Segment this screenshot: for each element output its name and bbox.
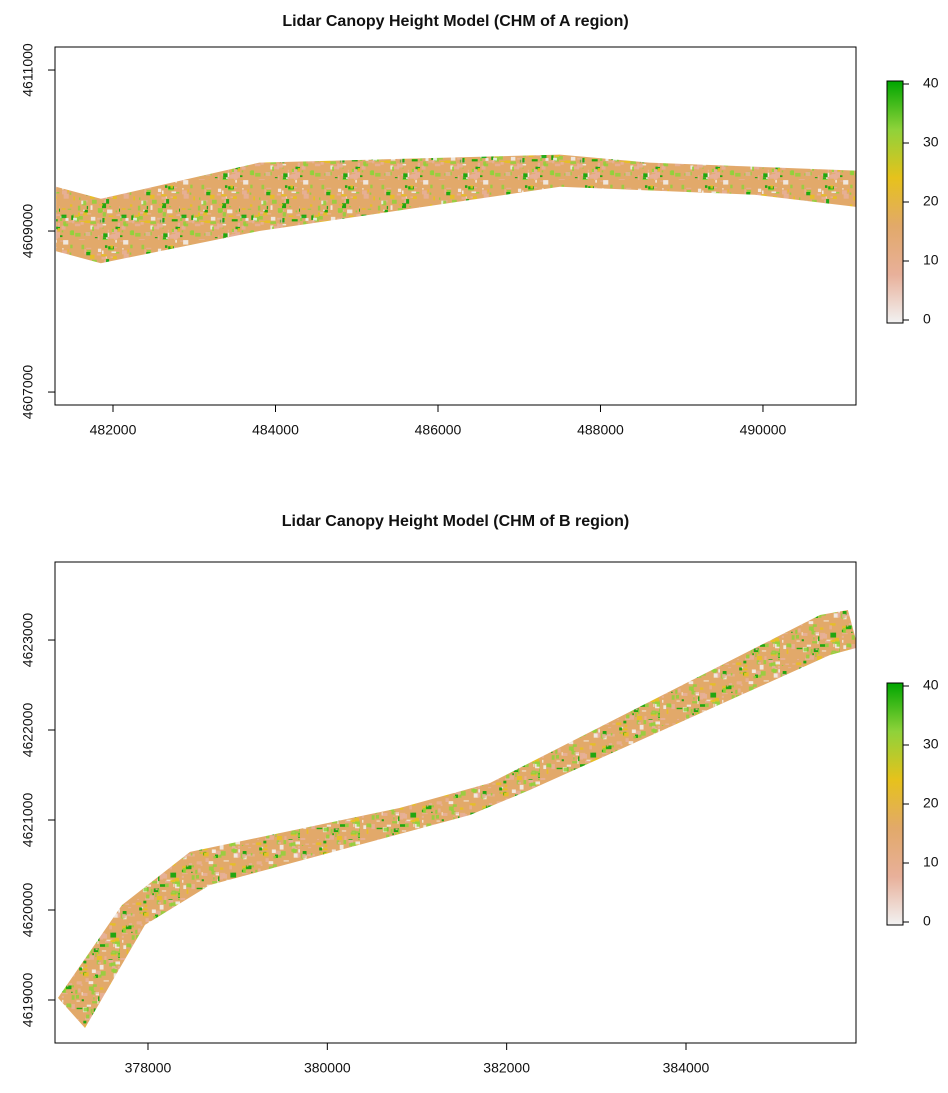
- colorbar-tick-label: 0: [923, 913, 931, 929]
- colorbar: [886, 80, 904, 324]
- chart-title: Lidar Canopy Height Model (CHM of A regi…: [282, 13, 628, 30]
- x-tick-label: 380000: [304, 1060, 351, 1076]
- chart-title: Lidar Canopy Height Model (CHM of B regi…: [282, 513, 630, 530]
- x-tick-label: 488000: [577, 422, 624, 438]
- colorbar-tick-label: 10: [923, 252, 939, 268]
- x-tick-label: 486000: [415, 422, 462, 438]
- colorbar-tick-label: 20: [923, 795, 939, 811]
- y-tick-label: 4621000: [20, 793, 36, 848]
- y-tick-label: 4620000: [20, 883, 36, 938]
- canopy-strip: [58, 610, 856, 1028]
- x-tick-label: 484000: [252, 422, 299, 438]
- colorbar-tick-label: 20: [923, 193, 939, 209]
- x-tick-label: 382000: [483, 1060, 530, 1076]
- x-tick-label: 490000: [740, 422, 787, 438]
- y-tick-label: 4622000: [20, 703, 36, 758]
- x-tick-label: 378000: [125, 1060, 172, 1076]
- colorbar-tick-label: 10: [923, 854, 939, 870]
- x-tick-label: 384000: [663, 1060, 710, 1076]
- colorbar-tick-label: 0: [923, 311, 931, 327]
- y-tick-label: 4619000: [20, 973, 36, 1028]
- y-tick-label: 4609000: [20, 204, 36, 259]
- colorbar: [886, 682, 904, 926]
- y-tick-label: 4607000: [20, 365, 36, 420]
- y-tick-label: 4623000: [20, 613, 36, 668]
- colorbar-tick-label: 40: [923, 75, 939, 91]
- colorbar-tick-label: 30: [923, 736, 939, 752]
- colorbar-tick-label: 30: [923, 134, 939, 150]
- canopy-strip: [56, 154, 856, 264]
- colorbar-tick-label: 40: [923, 677, 939, 693]
- x-tick-label: 482000: [90, 422, 137, 438]
- y-tick-label: 4611000: [20, 43, 36, 97]
